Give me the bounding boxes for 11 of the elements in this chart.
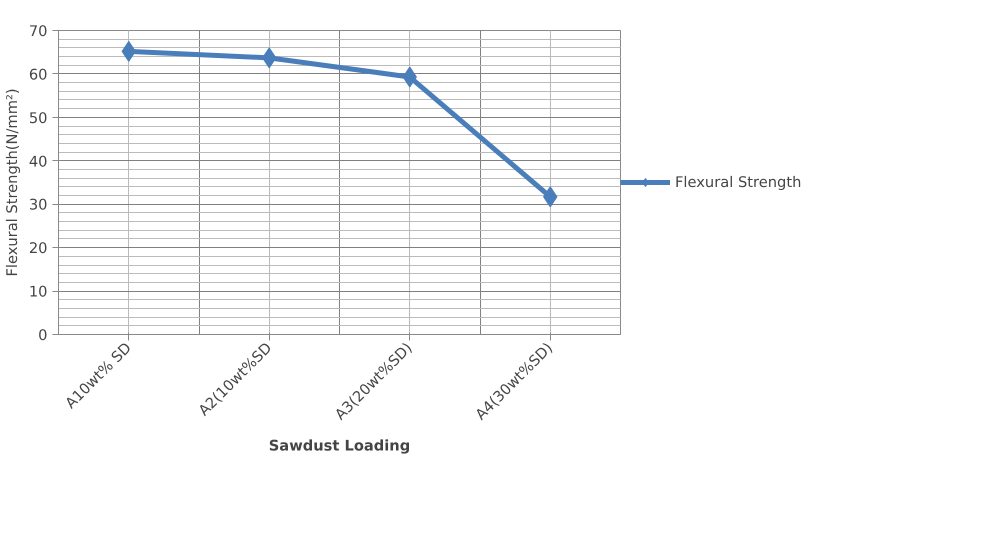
legend-label: Flexural Strength <box>675 174 802 190</box>
y-tick-label: 40 <box>28 153 48 170</box>
y-axis-title: Flexural Strength(N/mm²) <box>4 88 21 277</box>
y-tick-label: 70 <box>28 23 48 40</box>
y-tick-label: 20 <box>28 240 48 258</box>
x-axis-title: Sawdust Loading <box>268 437 410 454</box>
y-tick-label: 50 <box>28 110 48 127</box>
y-tick-label: 30 <box>28 196 48 214</box>
y-tick-label: 0 <box>38 327 48 344</box>
y-tick-label: 10 <box>28 284 48 301</box>
y-tick-label: 60 <box>28 66 48 84</box>
